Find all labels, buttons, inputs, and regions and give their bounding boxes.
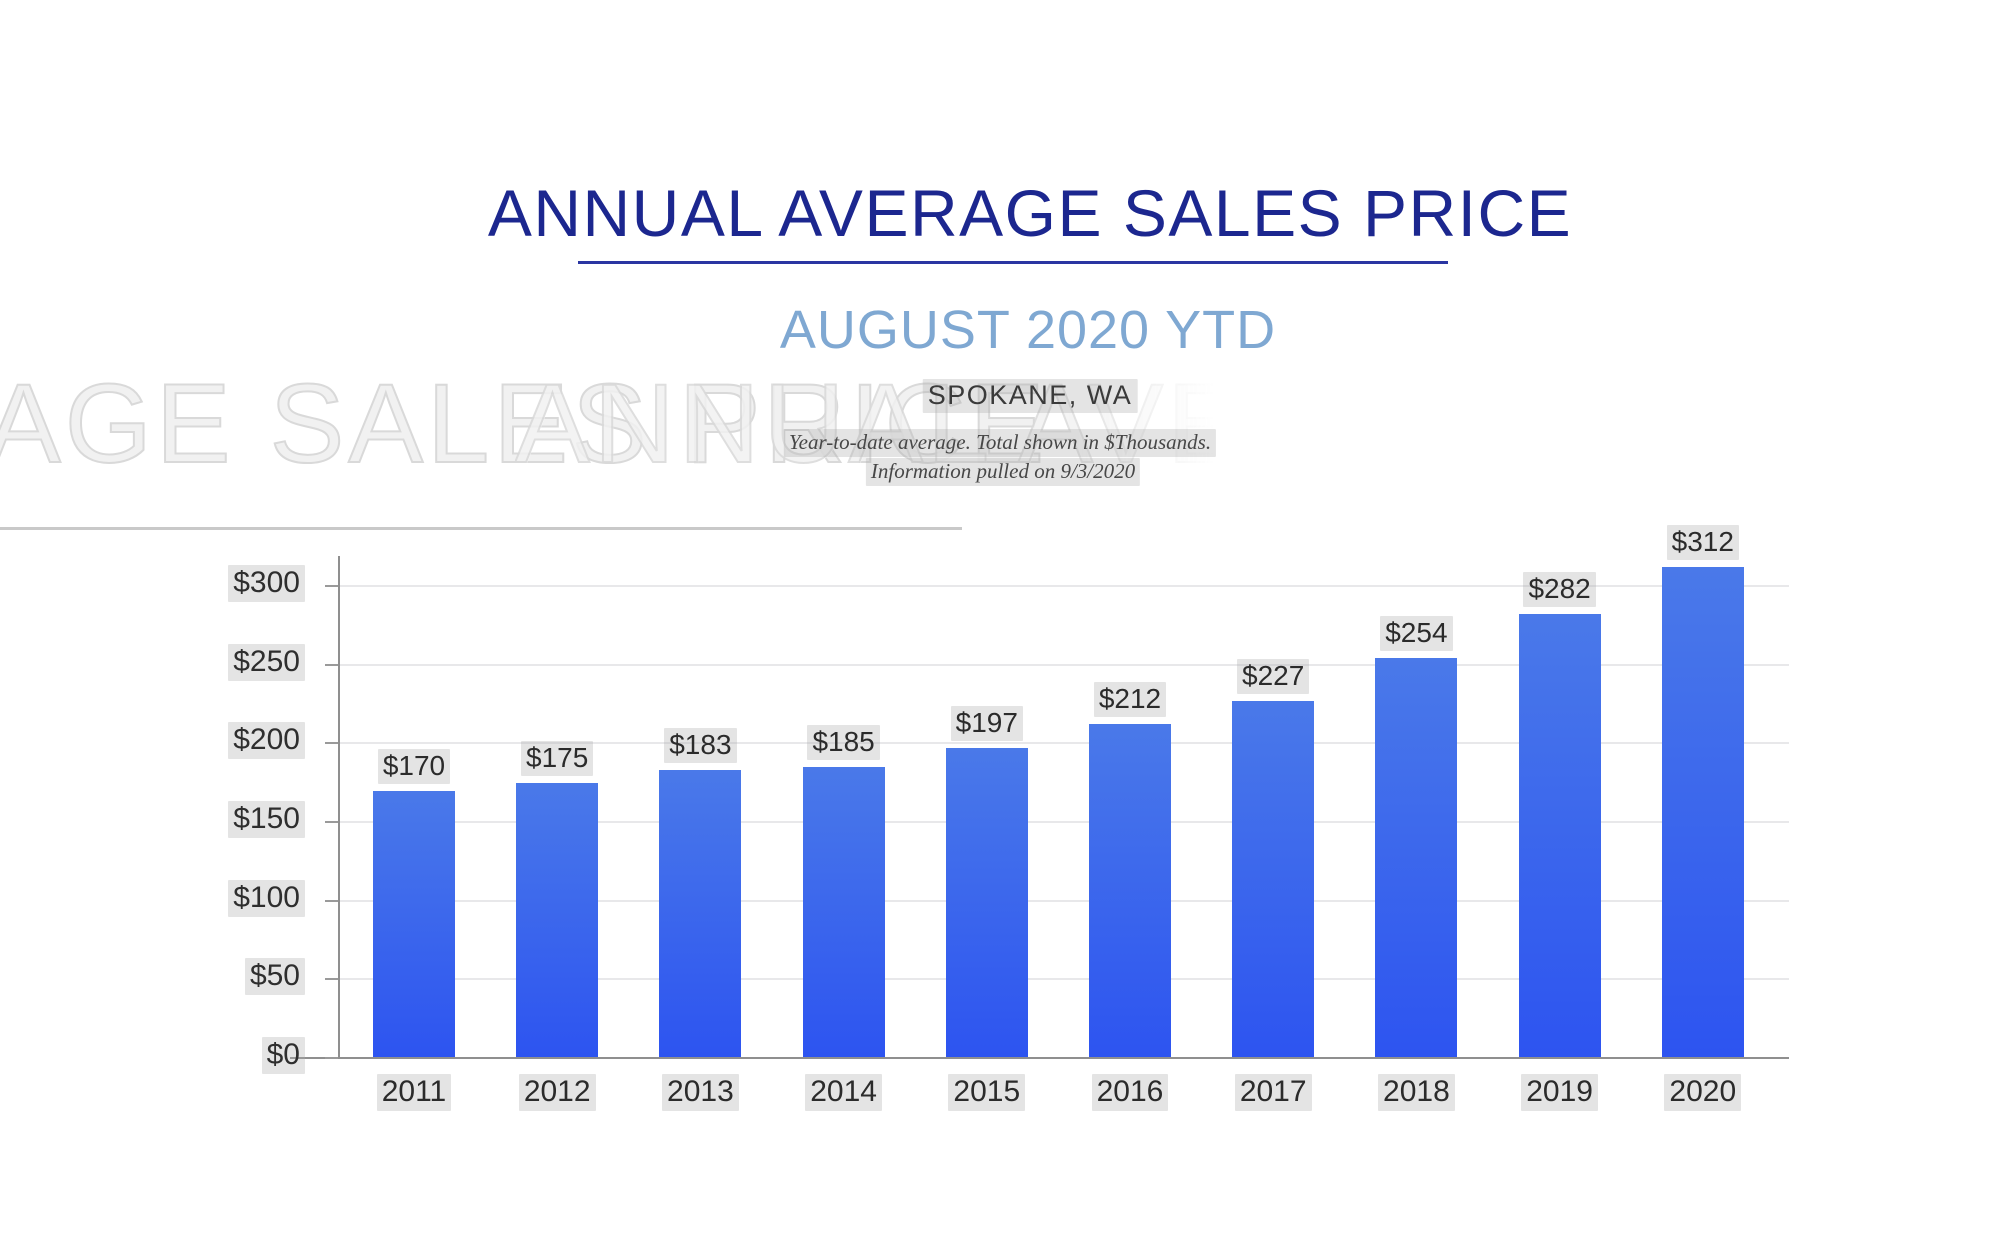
- bar-2017: [1232, 700, 1315, 1057]
- y-tick-250: [325, 663, 338, 666]
- x-axis-label-2015: 2015: [912, 1074, 1062, 1111]
- y-tick-label-text-200: $200: [228, 722, 305, 760]
- y-tick-label-0: $0: [155, 1037, 305, 1074]
- bar-value-label-2011: $170: [344, 748, 484, 784]
- bar-value-text-2012: $175: [521, 740, 594, 776]
- bar-2019: [1518, 614, 1601, 1057]
- ghost-watermark-right: ANNUAL AVERAGE: [515, 368, 1215, 480]
- x-axis-label-text-2012: 2012: [518, 1074, 596, 1111]
- bar-2016: [1089, 724, 1171, 1057]
- note-ytd-average: Year-to-date average. Total shown in $Th…: [783, 429, 1217, 457]
- x-axis-label-2018: 2018: [1341, 1074, 1491, 1111]
- header-divider-rule: [0, 527, 962, 530]
- bar-2012: [516, 782, 599, 1057]
- bar-value-text-2013: $183: [664, 728, 737, 764]
- x-axis-label-2013: 2013: [625, 1074, 775, 1111]
- x-axis-label-2019: 2019: [1485, 1074, 1635, 1111]
- y-tick-label-text-250: $250: [228, 643, 305, 681]
- bar-value-text-2020: $312: [1666, 525, 1739, 561]
- y-tick-label-250: $250: [155, 643, 305, 681]
- y-tick-label-text-50: $50: [244, 958, 305, 996]
- y-tick-50: [325, 978, 338, 981]
- y-tick-200: [325, 742, 338, 745]
- bar-value-text-2017: $227: [1237, 658, 1310, 694]
- y-tick-300: [325, 585, 338, 587]
- x-axis-label-2020: 2020: [1628, 1074, 1778, 1111]
- bar-2011: [373, 790, 455, 1057]
- bar-value-text-2016: $212: [1093, 682, 1167, 718]
- note-info-pulled-text: Information pulled on 9/3/2020: [865, 458, 1141, 486]
- y-tick-label-text-300: $300: [228, 565, 305, 602]
- y-axis-line: [338, 556, 340, 1058]
- x-axis-label-text-2013: 2013: [662, 1074, 739, 1111]
- page-title: ANNUAL AVERAGE SALES PRICE: [487, 176, 1573, 250]
- y-tick-label-text-0: $0: [261, 1037, 305, 1074]
- page-subtitle: AUGUST 2020 YTD: [779, 300, 1277, 360]
- ghost-watermark-left: AGE SALES PRICE: [0, 361, 1049, 486]
- gridline-250: [338, 663, 1789, 666]
- x-axis-line: [290, 1057, 1789, 1059]
- gridline-150: [338, 821, 1789, 823]
- note-info-pulled: Information pulled on 9/3/2020: [865, 458, 1141, 486]
- x-axis-label-text-2015: 2015: [948, 1074, 1026, 1111]
- y-tick-label-150: $150: [155, 801, 305, 838]
- x-axis-label-text-2011: 2011: [376, 1074, 452, 1111]
- bar-value-text-2011: $170: [377, 748, 451, 784]
- y-tick-label-200: $200: [155, 722, 305, 760]
- note-ytd-average-text: Year-to-date average. Total shown in $Th…: [783, 429, 1217, 457]
- y-tick-0: [325, 1057, 338, 1059]
- x-axis-label-text-2019: 2019: [1521, 1074, 1598, 1111]
- y-tick-150: [325, 821, 338, 823]
- bar-value-label-2014: $185: [774, 724, 914, 760]
- gridline-300: [338, 585, 1789, 587]
- bar-value-text-2019: $282: [1523, 572, 1596, 608]
- x-axis-label-text-2016: 2016: [1091, 1074, 1169, 1111]
- gridline-200: [338, 742, 1789, 745]
- y-tick-label-50: $50: [155, 958, 305, 996]
- bar-2013: [659, 770, 742, 1057]
- bar-value-label-2018: $254: [1346, 616, 1486, 652]
- y-tick-label-text-100: $100: [228, 879, 305, 917]
- x-axis-label-text-2017: 2017: [1234, 1074, 1312, 1111]
- y-tick-label-300: $300: [155, 565, 305, 602]
- y-tick-label-100: $100: [155, 879, 305, 917]
- bar-2014: [802, 766, 885, 1057]
- x-axis-label-text-2020: 2020: [1664, 1074, 1742, 1111]
- x-axis-label-text-2014: 2014: [805, 1074, 882, 1111]
- bar-value-text-2015: $197: [950, 706, 1023, 742]
- bar-2020: [1661, 567, 1744, 1057]
- bar-value-label-2012: $175: [487, 740, 627, 776]
- bar-value-label-2020: $312: [1633, 525, 1773, 561]
- location-label: SPOKANE, WA: [922, 379, 1138, 413]
- bar-2018: [1375, 658, 1458, 1057]
- x-axis-label-2012: 2012: [482, 1074, 632, 1111]
- x-axis-label-2017: 2017: [1198, 1074, 1348, 1111]
- bar-value-label-2015: $197: [917, 706, 1057, 742]
- bar-value-text-2014: $185: [807, 724, 880, 760]
- gridline-100: [338, 899, 1789, 902]
- bar-value-text-2018: $254: [1380, 616, 1453, 652]
- title-underline: [578, 261, 1448, 264]
- bar-2015: [945, 748, 1028, 1057]
- x-axis-label-2011: 2011: [339, 1074, 489, 1111]
- bar-value-label-2016: $212: [1060, 682, 1200, 718]
- x-axis-label-2014: 2014: [769, 1074, 919, 1111]
- bar-value-label-2019: $282: [1490, 572, 1630, 608]
- y-tick-100: [325, 899, 338, 902]
- y-tick-label-text-150: $150: [228, 801, 305, 838]
- gridline-50: [338, 978, 1789, 981]
- bar-value-label-2013: $183: [630, 728, 770, 764]
- bar-value-label-2017: $227: [1203, 658, 1343, 694]
- location-text: SPOKANE, WA: [922, 379, 1138, 413]
- x-axis-label-text-2018: 2018: [1378, 1074, 1455, 1111]
- x-axis-label-2016: 2016: [1055, 1074, 1205, 1111]
